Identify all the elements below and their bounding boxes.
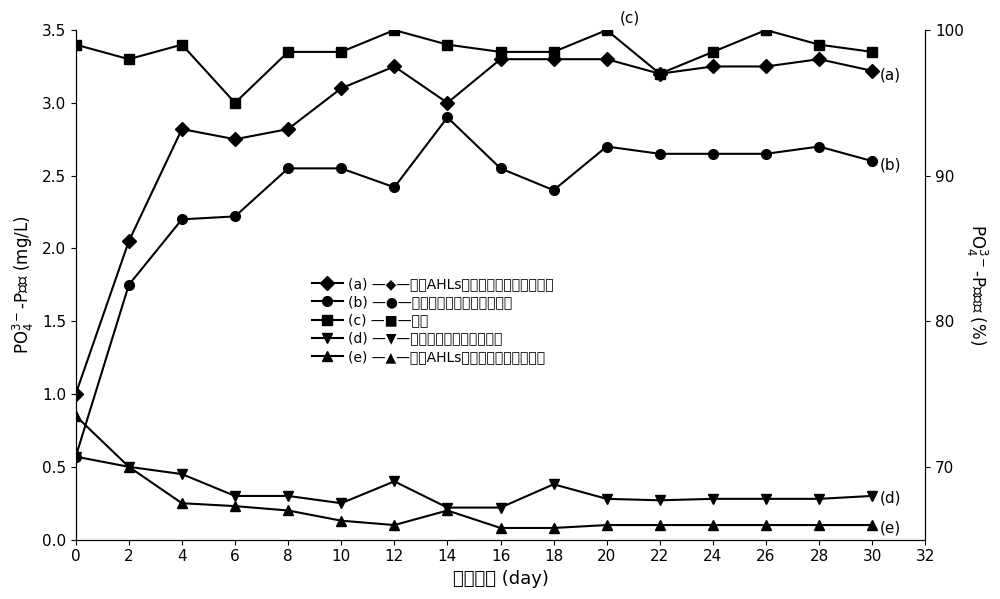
(b) —●—普通周丛生物反应器去除率 (601, 143, 613, 150)
(a) —◆—外添AHLs的周丛生物反应器去除率 (760, 63, 772, 70)
(a) —◆—外添AHLs的周丛生物反应器去除率 (654, 70, 666, 77)
(c) —■—进水 (229, 99, 241, 107)
Y-axis label: $\mathrm{PO_4^{3-}}$-P去除率 (%): $\mathrm{PO_4^{3-}}$-P去除率 (%) (964, 224, 989, 346)
Line: (b) —●—普通周丛生物反应器去除率: (b) —●—普通周丛生物反应器去除率 (71, 113, 877, 461)
(c) —■—进水 (866, 49, 878, 56)
Text: (d): (d) (880, 491, 902, 506)
(d) —▼—普通周丛生物反应器出水 (229, 492, 241, 500)
(e) —▲—外添AHLs的周丛生物反应器出水 (441, 507, 453, 514)
(c) —■—进水 (760, 26, 772, 34)
(b) —●—普通周丛生物反应器去除率 (229, 213, 241, 220)
(c) —■—进水 (548, 49, 560, 56)
(d) —▼—普通周丛生物反应器出水 (548, 480, 560, 488)
(b) —●—普通周丛生物反应器去除率 (282, 165, 294, 172)
Line: (e) —▲—外添AHLs的周丛生物反应器出水: (e) —▲—外添AHLs的周丛生物反应器出水 (71, 411, 877, 533)
(e) —▲—外添AHLs的周丛生物反应器出水 (335, 517, 347, 524)
(c) —■—进水 (441, 41, 453, 48)
(e) —▲—外添AHLs的周丛生物反应器出水 (229, 503, 241, 510)
(b) —●—普通周丛生物反应器去除率 (70, 453, 82, 460)
(d) —▼—普通周丛生物反应器出水 (760, 495, 772, 503)
(b) —●—普通周丛生物反应器去除率 (176, 216, 188, 223)
(d) —▼—普通周丛生物反应器出水 (335, 500, 347, 507)
(a) —◆—外添AHLs的周丛生物反应器去除率 (123, 238, 135, 245)
(e) —▲—外添AHLs的周丛生物反应器出水 (70, 412, 82, 419)
(a) —◆—外添AHLs的周丛生物反应器去除率 (866, 67, 878, 74)
Legend: (a) —◆—外添AHLs的周丛生物反应器去除率, (b) —●—普通周丛生物反应器去除率, (c) —■—进水, (d) —▼—普通周丛生物反应器出水, (e: (a) —◆—外添AHLs的周丛生物反应器去除率, (b) —●—普通周丛生物反… (312, 277, 554, 364)
(a) —◆—外添AHLs的周丛生物反应器去除率 (176, 125, 188, 132)
(a) —◆—外添AHLs的周丛生物反应器去除率 (707, 63, 719, 70)
(c) —■—进水 (707, 49, 719, 56)
(a) —◆—外添AHLs的周丛生物反应器去除率 (441, 99, 453, 107)
(b) —●—普通周丛生物反应器去除率 (760, 150, 772, 158)
(a) —◆—外添AHLs的周丛生物反应器去除率 (813, 56, 825, 63)
(e) —▲—外添AHLs的周丛生物反应器出水 (760, 522, 772, 529)
Text: (e): (e) (880, 521, 901, 536)
(a) —◆—外添AHLs的周丛生物反应器去除率 (388, 63, 400, 70)
Text: (a): (a) (880, 68, 901, 83)
(e) —▲—外添AHLs的周丛生物反应器出水 (707, 522, 719, 529)
(a) —◆—外添AHLs的周丛生物反应器去除率 (548, 56, 560, 63)
(d) —▼—普通周丛生物反应器出水 (176, 470, 188, 477)
(a) —◆—外添AHLs的周丛生物反应器去除率 (282, 125, 294, 132)
(e) —▲—外添AHLs的周丛生物反应器出水 (495, 524, 507, 531)
(d) —▼—普通周丛生物反应器出水 (388, 478, 400, 485)
(d) —▼—普通周丛生物反应器出水 (441, 504, 453, 511)
(b) —●—普通周丛生物反应器去除率 (548, 187, 560, 194)
(b) —●—普通周丛生物反应器去除率 (335, 165, 347, 172)
Text: (c): (c) (620, 11, 640, 26)
Y-axis label: $\mathrm{PO_4^{3-}}$-P浓度 (mg/L): $\mathrm{PO_4^{3-}}$-P浓度 (mg/L) (11, 216, 36, 354)
(a) —◆—外添AHLs的周丛生物反应器去除率 (495, 56, 507, 63)
(b) —●—普通周丛生物反应器去除率 (813, 143, 825, 150)
(d) —▼—普通周丛生物反应器出水 (495, 504, 507, 511)
(b) —●—普通周丛生物反应器去除率 (495, 165, 507, 172)
(c) —■—进水 (388, 26, 400, 34)
(d) —▼—普通周丛生物反应器出水 (601, 495, 613, 503)
(b) —●—普通周丛生物反应器去除率 (441, 114, 453, 121)
Line: (a) —◆—外添AHLs的周丛生物反应器去除率: (a) —◆—外添AHLs的周丛生物反应器去除率 (71, 55, 877, 399)
(e) —▲—外添AHLs的周丛生物反应器出水 (601, 522, 613, 529)
(a) —◆—外添AHLs的周丛生物反应器去除率 (70, 391, 82, 398)
(e) —▲—外添AHLs的周丛生物反应器出水 (548, 524, 560, 531)
(b) —●—普通周丛生物反应器去除率 (123, 282, 135, 289)
(e) —▲—外添AHLs的周丛生物反应器出水 (176, 500, 188, 507)
(c) —■—进水 (654, 70, 666, 77)
(b) —●—普通周丛生物反应器去除率 (707, 150, 719, 158)
(e) —▲—外添AHLs的周丛生物反应器出水 (123, 463, 135, 470)
(c) —■—进水 (601, 26, 613, 34)
(e) —▲—外添AHLs的周丛生物反应器出水 (813, 522, 825, 529)
(b) —●—普通周丛生物反应器去除率 (866, 158, 878, 165)
(c) —■—进水 (495, 49, 507, 56)
(d) —▼—普通周丛生物反应器出水 (866, 492, 878, 500)
(c) —■—进水 (123, 56, 135, 63)
(d) —▼—普通周丛生物反应器出水 (813, 495, 825, 503)
(c) —■—进水 (70, 41, 82, 48)
(d) —▼—普通周丛生物反应器出水 (654, 497, 666, 504)
Line: (c) —■—进水: (c) —■—进水 (71, 25, 877, 108)
(c) —■—进水 (282, 49, 294, 56)
(b) —●—普通周丛生物反应器去除率 (388, 184, 400, 191)
(e) —▲—外添AHLs的周丛生物反应器出水 (388, 522, 400, 529)
(c) —■—进水 (335, 49, 347, 56)
(d) —▼—普通周丛生物反应器出水 (282, 492, 294, 500)
(e) —▲—外添AHLs的周丛生物反应器出水 (282, 507, 294, 514)
X-axis label: 运行时间 (day): 运行时间 (day) (453, 570, 548, 588)
(c) —■—进水 (813, 41, 825, 48)
Line: (d) —▼—普通周丛生物反应器出水: (d) —▼—普通周丛生物反应器出水 (71, 452, 877, 512)
(d) —▼—普通周丛生物反应器出水 (70, 453, 82, 460)
(a) —◆—外添AHLs的周丛生物反应器去除率 (335, 84, 347, 92)
Text: (b): (b) (880, 158, 902, 173)
(d) —▼—普通周丛生物反应器出水 (707, 495, 719, 503)
(a) —◆—外添AHLs的周丛生物反应器去除率 (601, 56, 613, 63)
(e) —▲—外添AHLs的周丛生物反应器出水 (654, 522, 666, 529)
(d) —▼—普通周丛生物反应器出水 (123, 463, 135, 470)
(c) —■—进水 (176, 41, 188, 48)
(e) —▲—外添AHLs的周丛生物反应器出水 (866, 522, 878, 529)
(a) —◆—外添AHLs的周丛生物反应器去除率 (229, 135, 241, 143)
(b) —●—普通周丛生物反应器去除率 (654, 150, 666, 158)
